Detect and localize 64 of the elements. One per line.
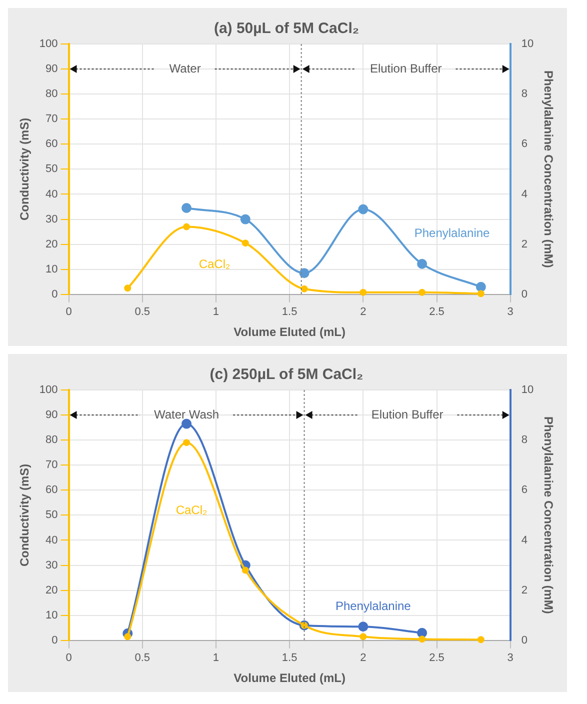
y2-axis-title: Phenylalanine Concentration (mM)	[541, 416, 556, 614]
x-tick-label: 0	[66, 652, 72, 664]
y-tick-label: 70	[46, 113, 58, 126]
x-tick-label: 3	[507, 306, 514, 318]
y2-tick-label: 0	[521, 634, 528, 646]
x-tick-label: 0.5	[134, 306, 150, 318]
y-tick-label: 80	[46, 434, 58, 446]
y-tick-label: 80	[46, 88, 58, 100]
x-tick-label: 1.5	[282, 306, 298, 318]
y2-tick-label: 8	[521, 88, 528, 100]
x-tick-label: 1	[212, 306, 220, 318]
y2-tick-label: 6	[521, 138, 528, 150]
y-axis-title: Conductivity (mS)	[18, 464, 32, 567]
x-tick-label: 2	[360, 306, 366, 318]
y-tick-label: 40	[46, 534, 58, 546]
y-tick-label: 90	[46, 63, 58, 76]
y-tick-label: 90	[46, 409, 58, 422]
y-tick-label: 20	[46, 584, 58, 596]
y2-tick-label: 10	[521, 384, 534, 396]
y-tick-label: 100	[39, 384, 58, 396]
x-tick-label: 3	[507, 652, 514, 664]
y2-tick-label: 0	[521, 288, 528, 300]
y-tick-label: 60	[46, 138, 58, 150]
y2-tick-label: 8	[521, 434, 528, 446]
y-tick-label: 50	[46, 509, 58, 522]
y2-axis-title: Phenylalanine Concentration (mM)	[541, 70, 556, 268]
x-tick-label: 0.5	[134, 652, 150, 664]
y-tick-label: 10	[46, 263, 58, 276]
series-label: CaCl₂	[198, 257, 231, 272]
x-tick-label: 1	[212, 652, 220, 664]
x-tick-label: 2	[360, 652, 366, 664]
y2-tick-label: 4	[521, 534, 528, 546]
annotation: Elution Buffer	[371, 407, 444, 422]
y-tick-label: 0	[52, 634, 58, 646]
y2-tick-label: 4	[521, 188, 528, 200]
series-label: Phenylalanine	[414, 226, 490, 240]
y-tick-label: 0	[52, 288, 58, 300]
y-tick-label: 40	[46, 188, 58, 200]
annotation: Water	[169, 61, 201, 76]
y-tick-label: 50	[46, 163, 58, 176]
y-tick-label: 60	[46, 484, 58, 496]
series-label: CaCl₂	[176, 502, 208, 517]
x-tick-label: 2.5	[429, 306, 444, 318]
x-axis-title: Volume Eluted (mL)	[234, 325, 346, 340]
y-tick-label: 10	[46, 609, 58, 622]
y-tick-label: 30	[46, 559, 58, 572]
annotation: Water Wash	[154, 407, 220, 422]
x-tick-label: 2.5	[429, 652, 444, 664]
x-tick-label: 0	[66, 306, 72, 318]
y-tick-label: 20	[46, 238, 58, 250]
y2-tick-label: 2	[521, 238, 528, 250]
y2-tick-label: 6	[521, 484, 528, 496]
series-label: Phenylalanine	[335, 598, 412, 613]
chart-title: (a) 50µL of 5M CaCl₂	[214, 20, 360, 38]
y-tick-label: 30	[46, 213, 58, 226]
y2-tick-label: 10	[521, 38, 534, 50]
y-axis-title: Conductivity (mS)	[18, 118, 32, 221]
y2-tick-label: 2	[521, 584, 528, 596]
annotation: Elution Buffer	[370, 61, 442, 76]
x-axis-title: Volume Eluted (mL)	[234, 671, 346, 686]
x-tick-label: 1.5	[282, 652, 298, 664]
y-tick-label: 100	[39, 38, 58, 50]
y-tick-label: 70	[46, 459, 58, 472]
chart-title: (c) 250µL of 5M CaCl₂	[210, 366, 364, 384]
